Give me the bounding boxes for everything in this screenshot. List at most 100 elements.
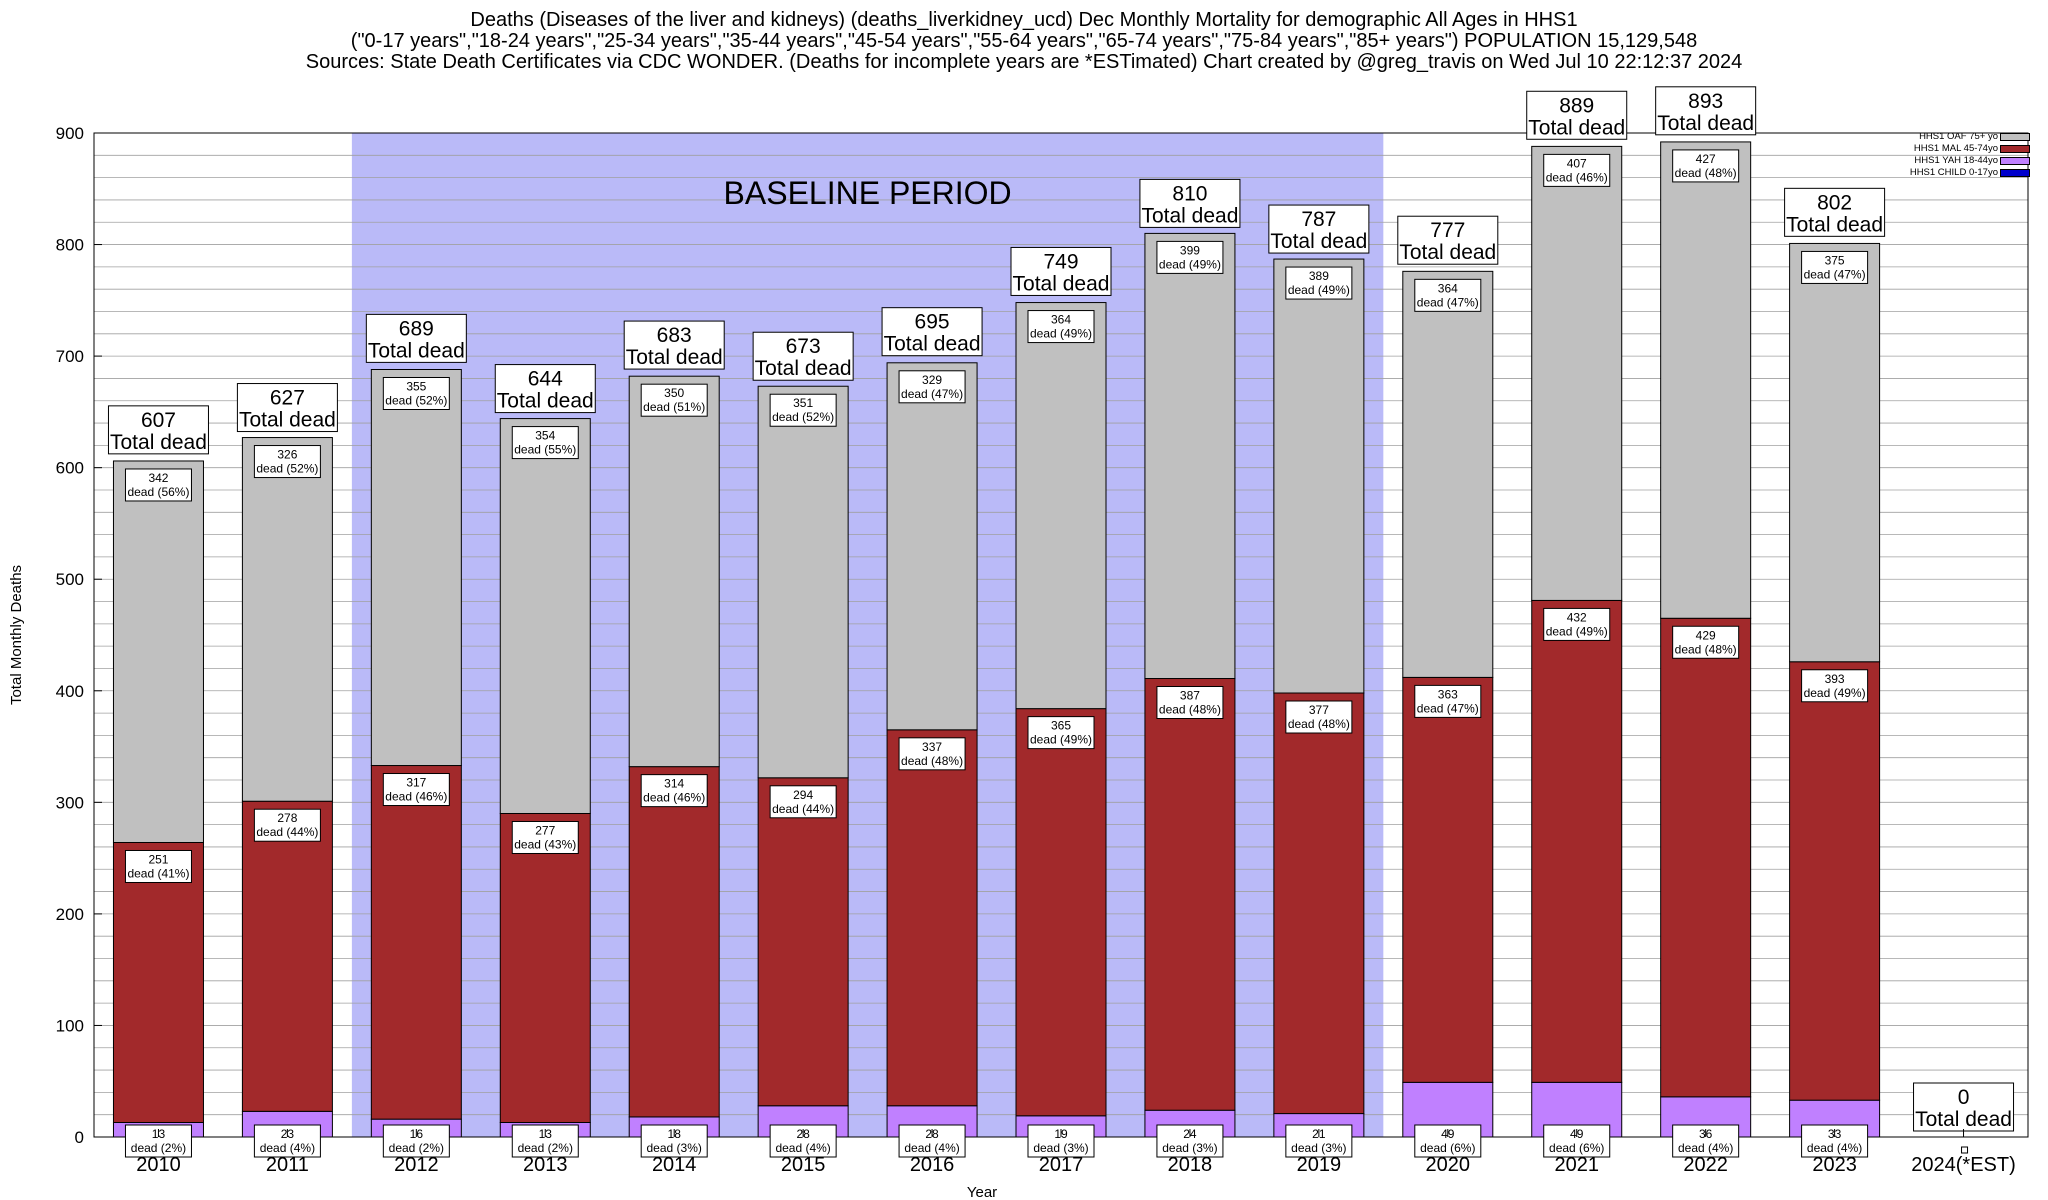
segment-value: 427 xyxy=(1696,152,1716,166)
total-value: 889 xyxy=(1559,94,1594,117)
segment-label-box xyxy=(898,1124,966,1158)
total-value: 689 xyxy=(399,317,434,340)
segment-value: 407 xyxy=(1567,156,1587,170)
segment-percent: dead (46%) xyxy=(643,791,705,805)
segment-value: 364 xyxy=(1051,313,1071,327)
segment-value: 337 xyxy=(922,740,942,754)
bar-segment-2 xyxy=(1402,676,1494,1083)
x-tick-label: 2013 xyxy=(523,1154,568,1176)
bar-segment-3 xyxy=(241,437,333,802)
segment-value: 278 xyxy=(277,811,297,825)
total-text: Total dead xyxy=(368,339,465,362)
total-value: 777 xyxy=(1430,219,1465,242)
segment-value: 355 xyxy=(406,379,426,393)
total-text: Total dead xyxy=(755,357,852,380)
bar-segment-3 xyxy=(757,385,849,779)
bar-segment-3 xyxy=(1015,302,1107,710)
segment-value: 350 xyxy=(664,386,684,400)
legend-item: HHS1 MAL 45-74yo xyxy=(1880,143,2040,155)
total-text: Total dead xyxy=(626,346,723,369)
total-label-box xyxy=(1397,215,1499,265)
segment-percent: dead (3%) xyxy=(1162,1141,1217,1155)
total-text: Total dead xyxy=(1141,204,1238,227)
total-label-box xyxy=(881,307,983,357)
legend-swatch xyxy=(2000,145,2030,153)
legend-item: HHS1 CHILD 0-17yo xyxy=(1880,167,2040,179)
total-label-box xyxy=(494,364,596,414)
chart-header: Deaths (Diseases of the liver and kidney… xyxy=(0,10,2048,73)
segment-percent: dead (52%) xyxy=(256,462,318,476)
bar-segment-3 xyxy=(1273,258,1365,694)
total-label-box xyxy=(1784,187,1886,237)
total-text: Total dead xyxy=(884,333,981,356)
total-label-box xyxy=(365,313,467,363)
bar-segment-3 xyxy=(886,362,978,731)
segment-percent: dead (47%) xyxy=(901,387,963,401)
segment-label-box xyxy=(1543,153,1611,187)
total-value: 787 xyxy=(1301,208,1336,231)
segment-label-box xyxy=(1156,240,1224,274)
segment-value: 354 xyxy=(535,429,555,443)
total-text: Total dead xyxy=(1270,230,1367,253)
segment-label-box xyxy=(511,820,579,854)
segment-percent: dead (48%) xyxy=(1675,166,1737,180)
baseline-label: BASELINE PERIOD xyxy=(724,175,1012,211)
segment-percent: dead (56%) xyxy=(127,485,189,499)
total-text: Total dead xyxy=(1915,1108,2012,1131)
chart-subtitle: ("0-17 years","18-24 years","25-34 years… xyxy=(350,30,1698,52)
segment-label-box xyxy=(1156,686,1224,720)
segment-value: 294 xyxy=(793,788,813,802)
bar-segment-2 xyxy=(1273,692,1365,1115)
bar-segment-3 xyxy=(1402,270,1494,678)
segment-percent: dead (49%) xyxy=(1030,733,1092,747)
bar-segment-2 xyxy=(1531,599,1623,1083)
x-tick-label: 2022 xyxy=(1683,1154,1728,1176)
legend-label: HHS1 CHILD 0-17yo xyxy=(1909,167,1998,178)
legend-swatch xyxy=(2000,157,2030,165)
segment-label-box xyxy=(253,445,321,479)
segment-value: 387 xyxy=(1180,689,1200,703)
bar-segment-2 xyxy=(370,765,462,1120)
legend: HHS1 OAF 75+ yo HHS1 MAL 45-74yo HHS1 YAH … xyxy=(1880,131,2040,179)
segment-percent: dead (43%) xyxy=(514,837,576,851)
segment-value: 342 xyxy=(148,471,168,485)
segment-percent: dead (6%) xyxy=(1420,1141,1475,1155)
total-value: 627 xyxy=(270,387,305,410)
segment-label-box xyxy=(769,785,837,819)
x-tick-label: 2014 xyxy=(652,1154,697,1176)
total-value: 893 xyxy=(1688,90,1723,113)
segment-value: 375 xyxy=(1825,253,1845,267)
segment-value: 365 xyxy=(1051,719,1071,733)
x-tick-label: 2021 xyxy=(1554,1154,1599,1176)
segment-percent: dead (44%) xyxy=(256,825,318,839)
y-tick-label: 0 xyxy=(75,1128,84,1147)
legend-label: HHS1 YAH 18-44yo xyxy=(1914,155,1998,166)
segment-percent: dead (49%) xyxy=(1804,686,1866,700)
segment-value: 377 xyxy=(1309,703,1329,717)
segment-value: 363 xyxy=(1438,687,1458,701)
segment-value: 317 xyxy=(406,776,426,790)
total-value: 644 xyxy=(528,368,563,391)
segment-percent: dead (48%) xyxy=(1288,717,1350,731)
chart-source-line: Sources: State Death Certificates via CD… xyxy=(305,51,1743,73)
segment-value: 326 xyxy=(277,448,297,462)
total-value: 0 xyxy=(1958,1086,1970,1109)
total-value: 802 xyxy=(1817,191,1852,214)
total-text: Total dead xyxy=(1399,241,1496,264)
segment-label-box xyxy=(898,370,966,404)
legend-label: HHS1 OAF 75+ yo xyxy=(1919,131,1998,142)
segment-label-box xyxy=(124,849,192,883)
y-tick-label: 700 xyxy=(56,347,84,366)
bar-segment-2 xyxy=(1144,678,1236,1111)
segment-percent: dead (51%) xyxy=(643,400,705,414)
total-value: 673 xyxy=(786,335,821,358)
segment-value: 277 xyxy=(535,823,555,837)
segment-label-box xyxy=(1672,149,1740,183)
x-tick-label: 2016 xyxy=(910,1154,955,1176)
bar-segment-3 xyxy=(499,418,591,814)
bar-segment-2 xyxy=(112,841,204,1123)
y-tick-label: 300 xyxy=(56,793,84,812)
total-label-box xyxy=(1268,204,1370,254)
bar-segment-3 xyxy=(1660,141,1752,619)
